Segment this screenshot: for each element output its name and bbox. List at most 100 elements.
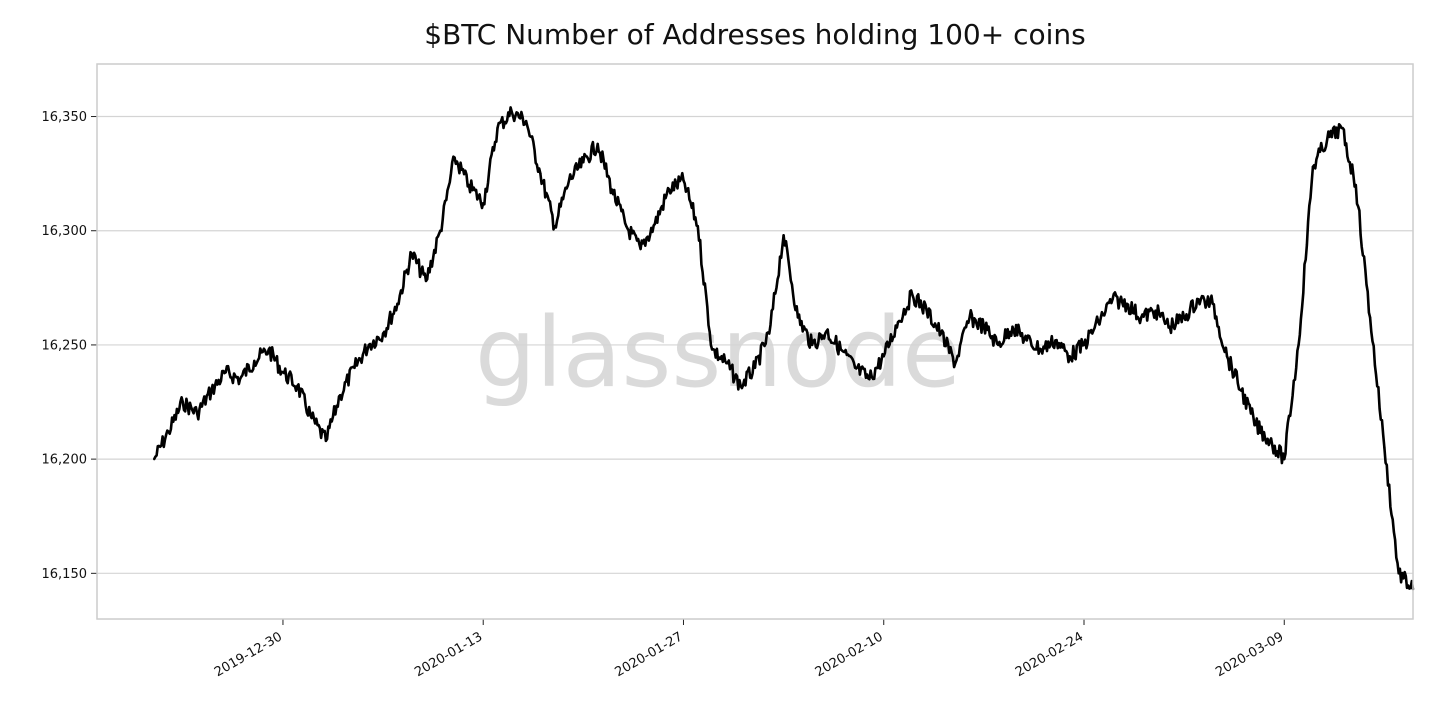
data-point: [1168, 325, 1172, 328]
data-point: [324, 439, 328, 443]
data-point: [653, 222, 657, 226]
x-tick-label: 2020-01-27: [613, 629, 686, 680]
data-point: [853, 366, 857, 369]
data-point: [1354, 183, 1357, 187]
data-point: [1340, 126, 1343, 130]
data-point: [667, 188, 671, 191]
data-point: [1182, 316, 1186, 319]
data-point: [1054, 339, 1057, 342]
data-point: [1283, 457, 1286, 461]
data-point: [238, 377, 242, 381]
data-point: [482, 202, 485, 205]
data-point: [195, 412, 199, 415]
data-point: [1311, 165, 1315, 168]
data-point: [1240, 389, 1243, 392]
data-point: [710, 348, 714, 351]
y-tick-label: 16,300: [42, 224, 88, 239]
data-point: [839, 348, 843, 351]
data-point: [911, 293, 914, 296]
data-point: [1011, 325, 1014, 328]
data-point: [381, 332, 385, 335]
data-point: [253, 359, 256, 363]
data-point: [1383, 446, 1386, 449]
data-point: [539, 172, 542, 175]
data-point: [939, 332, 943, 335]
data-point: [739, 384, 742, 388]
data-point: [424, 279, 428, 283]
data-point: [996, 343, 1000, 347]
data-point: [796, 316, 800, 319]
data-point: [1368, 316, 1372, 319]
x-tick-label: 2020-03-09: [1213, 629, 1286, 680]
data-point: [338, 393, 342, 397]
data-point: [696, 224, 699, 228]
data-point: [768, 332, 771, 335]
data-point: [610, 188, 614, 191]
y-tick-label: 16,150: [42, 567, 88, 582]
data-point: [596, 142, 599, 146]
data-point: [510, 110, 514, 114]
data-point: [1068, 355, 1071, 358]
data-point: [1325, 138, 1329, 141]
data-point: [453, 156, 456, 159]
data-point: [825, 330, 828, 333]
x-tick-label: 2020-01-13: [412, 629, 485, 680]
data-point: [954, 361, 957, 365]
data-point: [367, 343, 370, 347]
x-tick-label: 2019-12-30: [212, 629, 285, 680]
data-point: [1268, 439, 1272, 443]
data-point: [868, 377, 871, 381]
data-point: [753, 366, 757, 369]
data-point: [1111, 298, 1114, 301]
data-point: [1154, 309, 1157, 312]
data-point: [210, 389, 213, 392]
data-point: [1125, 302, 1129, 306]
data-point: [1039, 348, 1043, 351]
y-tick-label: 16,200: [42, 453, 88, 468]
data-point: [582, 161, 585, 164]
data-point: [968, 316, 971, 319]
data-point: [1025, 339, 1028, 342]
x-tick-label: 2020-02-24: [1013, 629, 1086, 680]
data-point: [224, 371, 227, 374]
y-tick-label: 16,250: [42, 338, 88, 353]
data-point: [896, 320, 900, 324]
data-point: [725, 361, 728, 365]
data-point: [181, 400, 185, 404]
data-point: [1297, 343, 1300, 347]
data-point: [1140, 316, 1143, 319]
data-point: [811, 343, 814, 347]
data-point: [567, 179, 571, 182]
plot-frame: [96, 63, 1414, 620]
data-point: [1197, 298, 1200, 301]
data-point: [267, 348, 270, 351]
data-point: [1225, 355, 1229, 358]
data-point: [524, 119, 528, 123]
data-point: [396, 302, 399, 306]
data-point: [496, 126, 499, 130]
data-point: [782, 234, 785, 237]
data-point: [439, 229, 442, 232]
data-point: [281, 371, 285, 374]
data-point: [625, 224, 628, 228]
data-point: [1254, 423, 1257, 427]
data-point: [467, 183, 471, 187]
data-point: [553, 224, 556, 228]
y-tick-label: 16,350: [42, 110, 88, 125]
data-point: [682, 179, 685, 182]
data-point: [310, 416, 313, 420]
chart-title: $BTC Number of Addresses holding 100+ co…: [424, 18, 1086, 51]
data-point: [982, 325, 986, 328]
data-point: [296, 384, 299, 388]
data-point: [925, 309, 928, 312]
data-point: [639, 247, 642, 251]
data-point: [153, 457, 156, 461]
data-point: [1397, 572, 1400, 575]
data-point: [1211, 302, 1214, 306]
data-point: [1082, 343, 1086, 347]
gridlines: [97, 115, 1413, 574]
data-point: [167, 430, 170, 433]
data-point: [410, 252, 413, 255]
data-point: [353, 366, 356, 369]
